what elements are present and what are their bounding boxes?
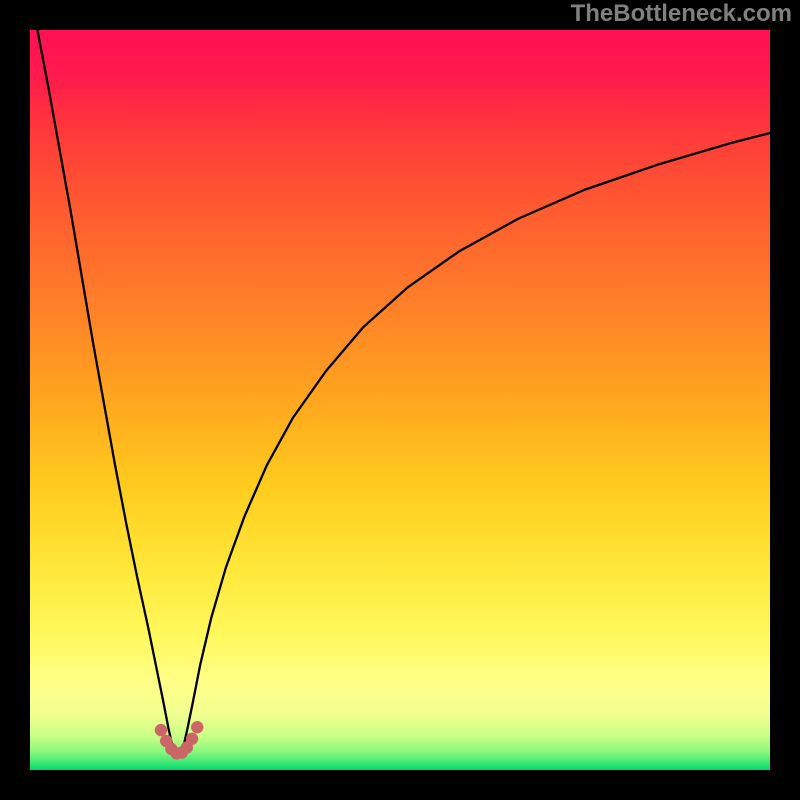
marker-point [155,724,167,736]
chart-svg [30,30,770,770]
watermark-text: TheBottleneck.com [571,0,792,28]
marker-point [191,721,203,733]
plot-area [30,30,770,770]
marker-point [186,733,198,745]
plot-background [30,30,770,770]
image-frame: TheBottleneck.com [0,0,800,800]
